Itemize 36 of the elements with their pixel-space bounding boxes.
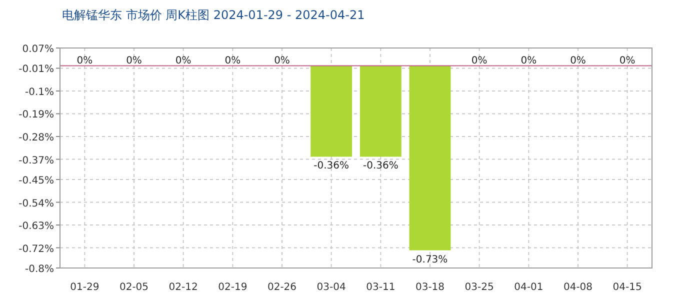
data-label: 0% — [76, 56, 93, 67]
data-label: -0.73% — [412, 254, 448, 266]
y-tick-label: -0.72% — [18, 244, 54, 255]
x-tick-label: 04-08 — [563, 282, 593, 293]
x-tick-label: 02-19 — [218, 282, 248, 293]
chart-title: 电解锰华东 市场价 周K柱图 2024-01-29 - 2024-04-21 — [62, 8, 365, 22]
data-label: 0% — [570, 56, 586, 67]
x-tick-label: 04-15 — [612, 282, 642, 293]
y-tick-label: 0.07% — [22, 44, 54, 55]
x-tick-label: 03-18 — [415, 282, 445, 293]
data-label: -0.36% — [362, 160, 398, 172]
x-tick-label: 02-26 — [267, 282, 297, 293]
x-tick-label: 01-29 — [70, 282, 100, 293]
y-tick-label: -0.8% — [24, 264, 54, 275]
data-label: 0% — [175, 56, 192, 67]
y-tick-label: -0.63% — [18, 221, 54, 232]
x-tick-label: 03-11 — [366, 282, 396, 293]
y-tick-label: -0.19% — [18, 110, 54, 121]
x-tick-label: 04-01 — [514, 282, 544, 293]
x-tick-label: 02-12 — [168, 282, 198, 293]
data-label: 0% — [224, 56, 241, 67]
data-label: -0.36% — [314, 160, 350, 172]
data-label: 0% — [619, 56, 636, 67]
x-tick-label: 03-25 — [464, 282, 494, 293]
y-tick-label: -0.45% — [18, 175, 54, 186]
data-label: 0% — [126, 56, 142, 67]
data-label: 0% — [274, 56, 290, 67]
y-tick-label: -0.1% — [24, 86, 54, 98]
data-label: 0% — [471, 56, 488, 67]
x-tick-label: 02-05 — [119, 282, 149, 293]
y-tick-label: -0.54% — [18, 198, 54, 210]
x-tick-label: 03-04 — [316, 282, 346, 293]
y-tick-label: -0.37% — [18, 155, 54, 166]
y-tick-label: -0.01% — [18, 64, 54, 76]
data-label: 0% — [520, 56, 537, 67]
y-tick-label: -0.28% — [18, 132, 54, 144]
